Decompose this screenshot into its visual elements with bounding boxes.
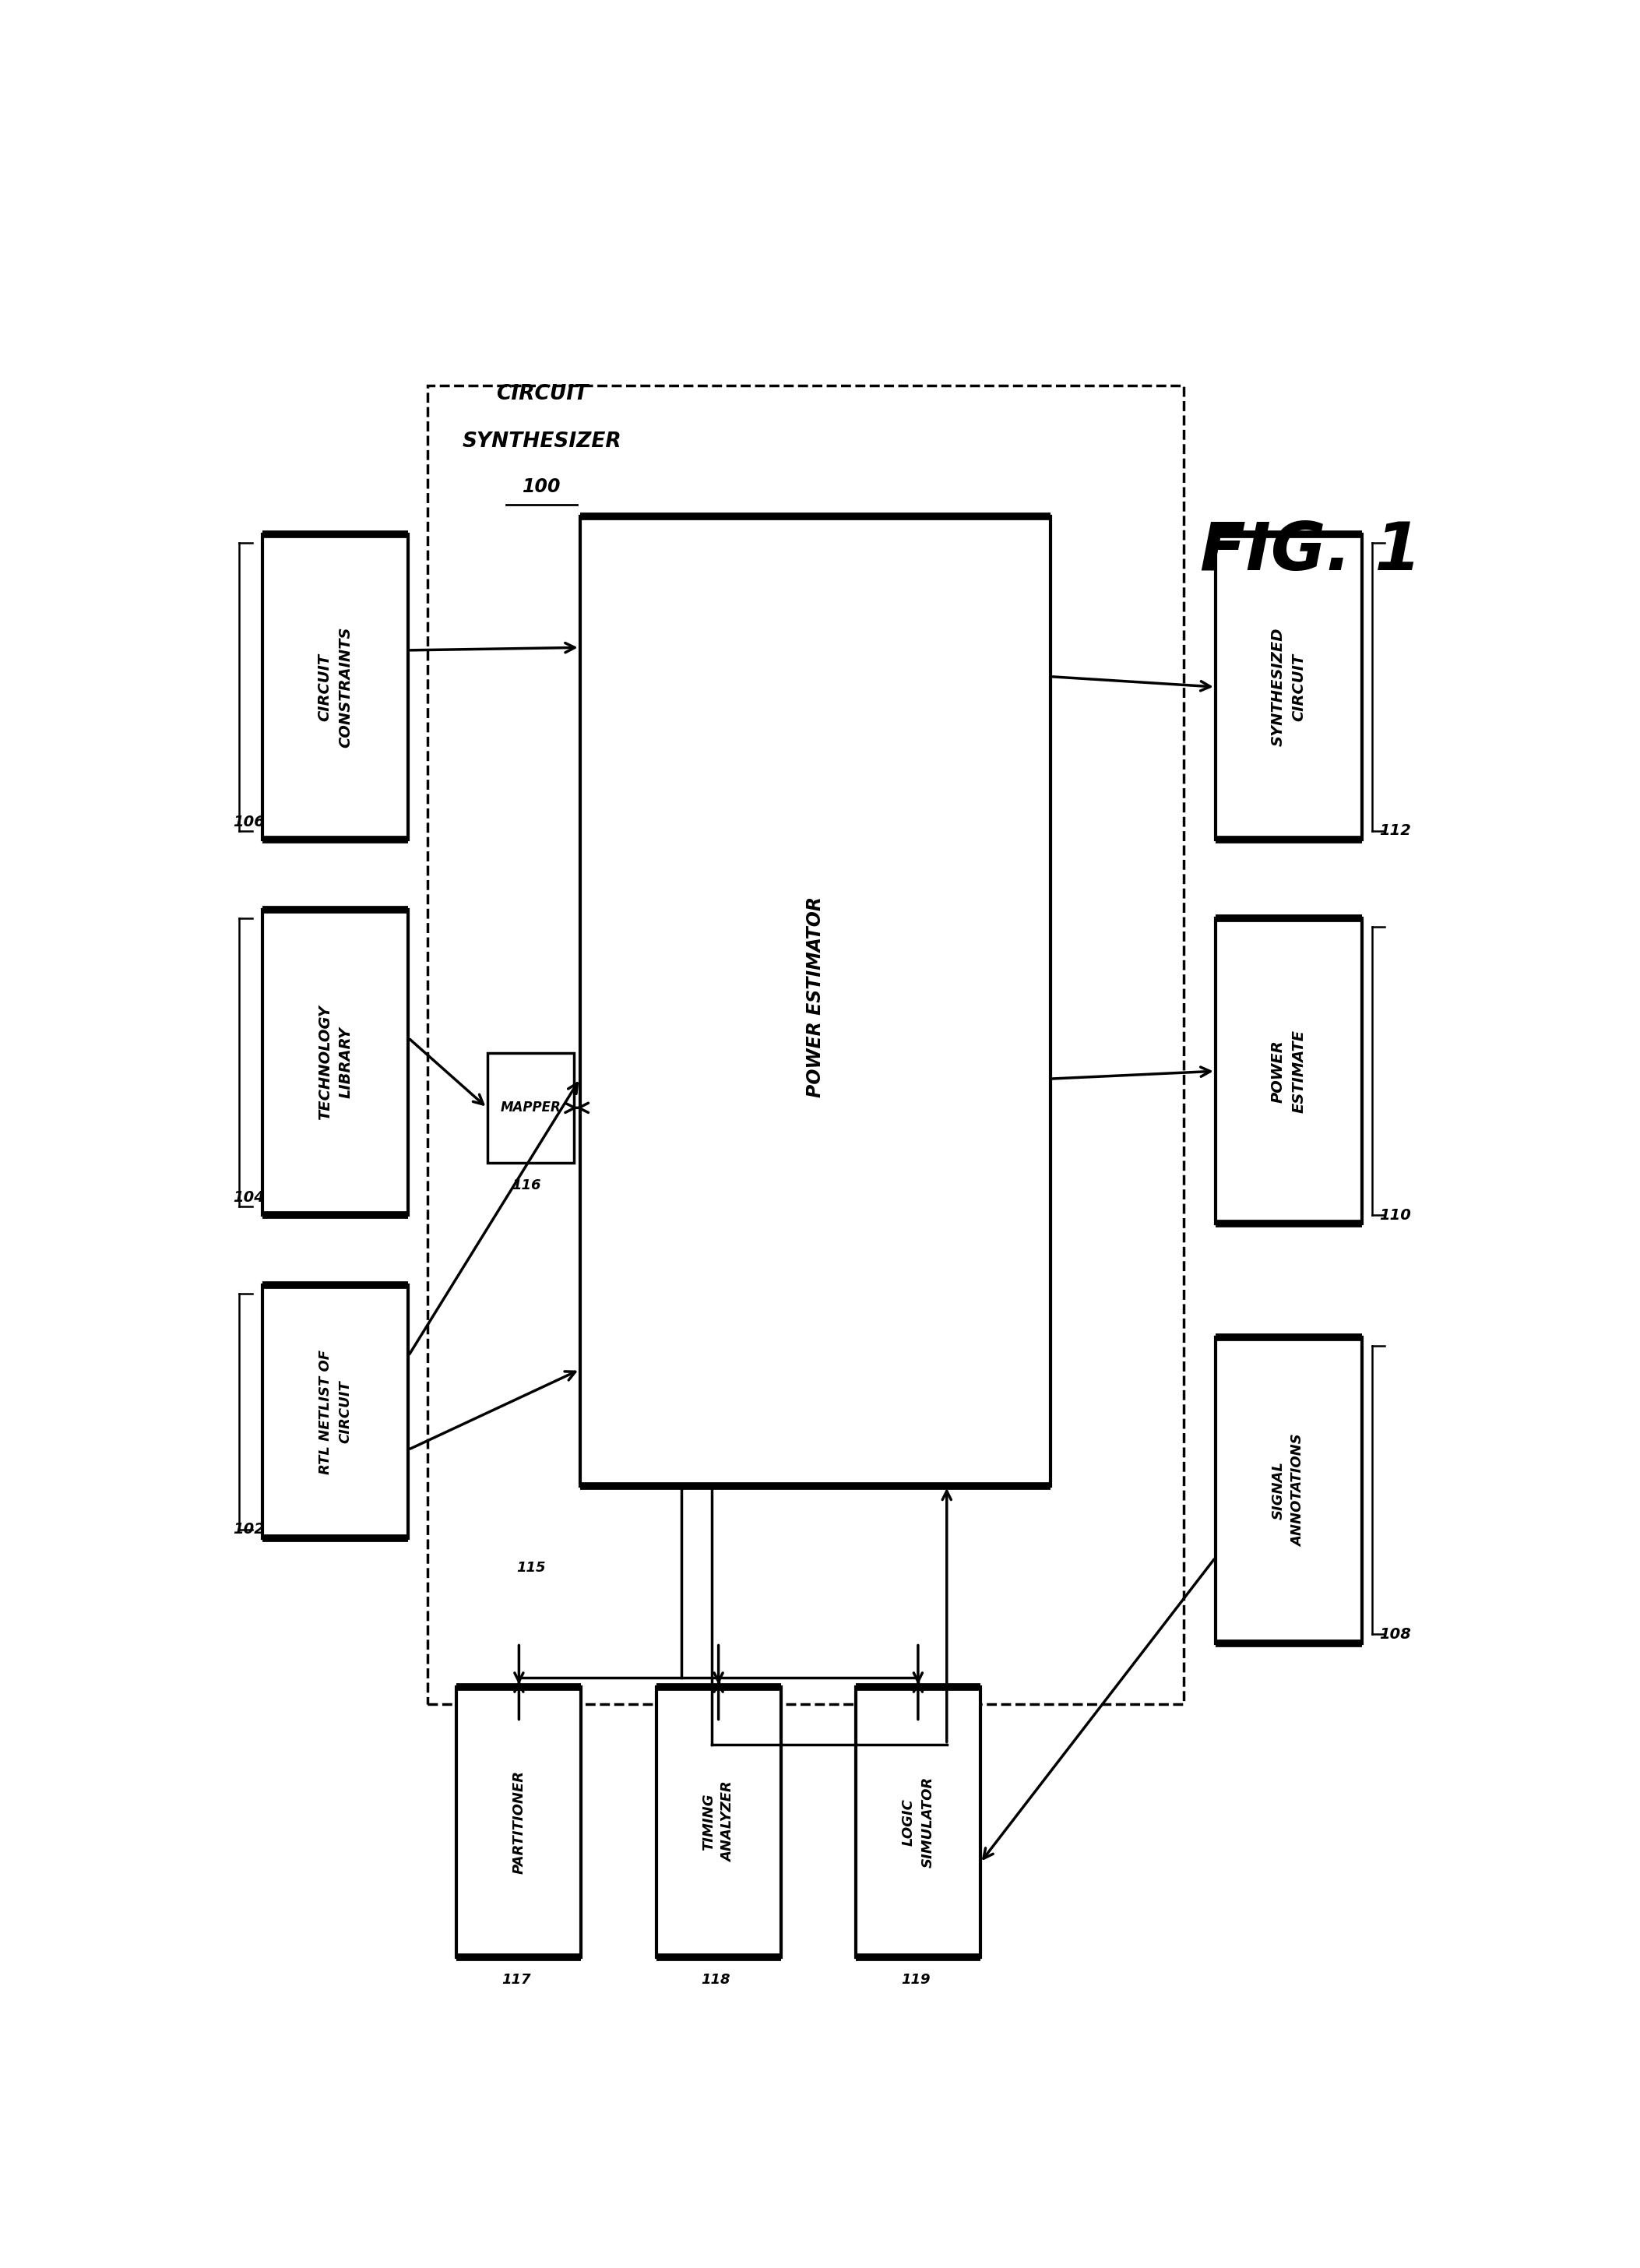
Text: POWER
ESTIMATE: POWER ESTIMATE [1271,1030,1305,1114]
Text: SYNTHESIZER: SYNTHESIZER [462,431,622,451]
Text: 119: 119 [900,1973,930,1987]
Text: 118: 118 [702,1973,730,1987]
Bar [856,1687,981,1957]
Bar [262,909,408,1216]
Text: PARTITIONER: PARTITIONER [512,1771,526,1873]
Text: 102: 102 [233,1522,264,1538]
Bar [428,386,1184,1703]
Bar [1215,1338,1361,1642]
Text: FIG. 1: FIG. 1 [1200,519,1422,583]
Text: POWER ESTIMATOR: POWER ESTIMATOR [805,896,825,1098]
Text: MAPPER: MAPPER [500,1100,561,1116]
Bar [1215,533,1361,839]
Text: LOGIC
SIMULATOR: LOGIC SIMULATOR [902,1776,935,1869]
Text: 116: 116 [512,1179,541,1193]
Bar [487,1052,574,1163]
Text: 108: 108 [1379,1626,1412,1642]
Bar [656,1687,781,1957]
Text: 112: 112 [1379,823,1412,839]
Bar [262,533,408,839]
Text: SYNTHESIZED
CIRCUIT: SYNTHESIZED CIRCUIT [1271,628,1305,746]
Text: 117: 117 [502,1973,531,1987]
Text: 104: 104 [233,1191,264,1204]
Text: TECHNOLOGY
LIBRARY: TECHNOLOGY LIBRARY [318,1005,353,1120]
Text: RTL NETLIST OF
CIRCUIT: RTL NETLIST OF CIRCUIT [318,1349,353,1474]
Text: 106: 106 [233,814,264,830]
Text: 110: 110 [1379,1209,1412,1222]
Bar [1215,919,1361,1225]
Text: TIMING
ANALYZER: TIMING ANALYZER [702,1783,735,1862]
Text: CIRCUIT
CONSTRAINTS: CIRCUIT CONSTRAINTS [318,626,353,748]
Bar [581,517,1050,1486]
Bar [456,1687,581,1957]
Text: 115: 115 [517,1560,546,1574]
Text: CIRCUIT: CIRCUIT [495,383,587,404]
Text: SIGNAL
ANNOTATIONS: SIGNAL ANNOTATIONS [1271,1433,1305,1547]
Text: 100: 100 [523,479,561,497]
Bar [262,1286,408,1538]
